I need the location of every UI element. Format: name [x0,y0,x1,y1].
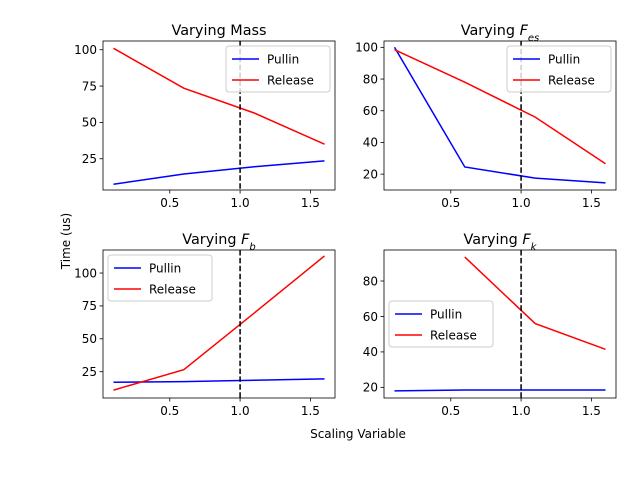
y-tick-label: 80 [363,72,378,86]
subplot-4: Varying Fk 0.5 1.0 1.5 20 40 60 80 Pullin Release [363,232,617,418]
legend: Pullin Release [107,254,213,302]
y-tick-label: 60 [363,104,378,118]
y-tick-label: 40 [363,345,378,359]
x-tick-label: 0.5 [160,404,179,418]
x-tick-label: 0.5 [441,196,460,210]
y-tick-label: 100 [74,266,97,280]
x-tick-label: 1.5 [301,404,320,418]
legend-label-release: Release [149,283,196,297]
y-tick-label: 25 [82,365,97,379]
y-tick-label: 60 [363,310,378,324]
legend: Pullin Release [388,300,494,348]
legend: Pullin Release [506,45,612,93]
legend-label-release: Release [430,329,477,343]
axes-frame [102,249,336,399]
x-tick-label: 1.5 [582,404,601,418]
subplot-title: Varying Fes [461,23,539,44]
subplot-title: Varying Fb [182,232,255,253]
subplot-1: Varying Mass 0.5 1.0 1.5 25 50 75 100 Pullin Rele… [74,23,336,210]
axes-frame [102,40,336,191]
y-tick-label: 20 [363,167,378,181]
x-tick-label: 1.0 [231,196,250,210]
y-tick-label: 50 [82,332,97,346]
axes-frame [383,40,617,191]
y-tick-label: 20 [363,381,378,395]
series-line-release [113,255,325,391]
legend-label-pullin: Pullin [548,53,580,67]
series-line-pullin [113,378,325,383]
series-line-release [464,256,606,351]
x-tick-label: 1.5 [301,196,320,210]
y-tick-label: 50 [82,116,97,130]
y-tick-label: 100 [74,43,97,57]
legend-label-release: Release [267,74,314,88]
x-tick-label: 0.5 [441,404,460,418]
legend-label-release: Release [548,74,595,88]
subplot-2: Varying Fes 0.5 1.0 1.5 20 40 60 80 100 Pullin Rel… [355,23,617,210]
y-tick-label: 25 [82,152,97,166]
y-tick-label: 80 [363,274,378,288]
series-line-pullin [393,46,606,184]
subplot-title: Varying Fk [464,232,538,253]
legend: Pullin Release [225,45,331,93]
subplot-3: Varying Fb 0.5 1.0 1.5 25 50 75 100 Pullin Releas… [74,232,336,418]
shared-x-axis-label: Scaling Variable [310,427,406,441]
legend-label-pullin: Pullin [267,53,299,67]
y-tick-label: 100 [355,41,378,55]
series-line-release [113,47,325,145]
x-tick-label: 1.0 [512,404,531,418]
subplot-title: Varying Mass [171,23,266,39]
shared-y-axis-label: Time (us) [59,212,73,270]
legend-label-pullin: Pullin [430,308,462,322]
x-tick-label: 1.0 [231,404,250,418]
x-tick-label: 1.0 [512,196,531,210]
legend-label-pullin: Pullin [149,262,181,276]
y-tick-label: 75 [82,299,97,313]
series-line-release [394,49,606,165]
y-tick-label: 40 [363,136,378,150]
x-tick-label: 1.5 [582,196,601,210]
axes-frame [383,249,617,399]
series-line-pullin [113,160,325,185]
x-tick-label: 0.5 [160,196,179,210]
series-line-pullin [394,389,606,392]
y-tick-label: 75 [82,79,97,93]
